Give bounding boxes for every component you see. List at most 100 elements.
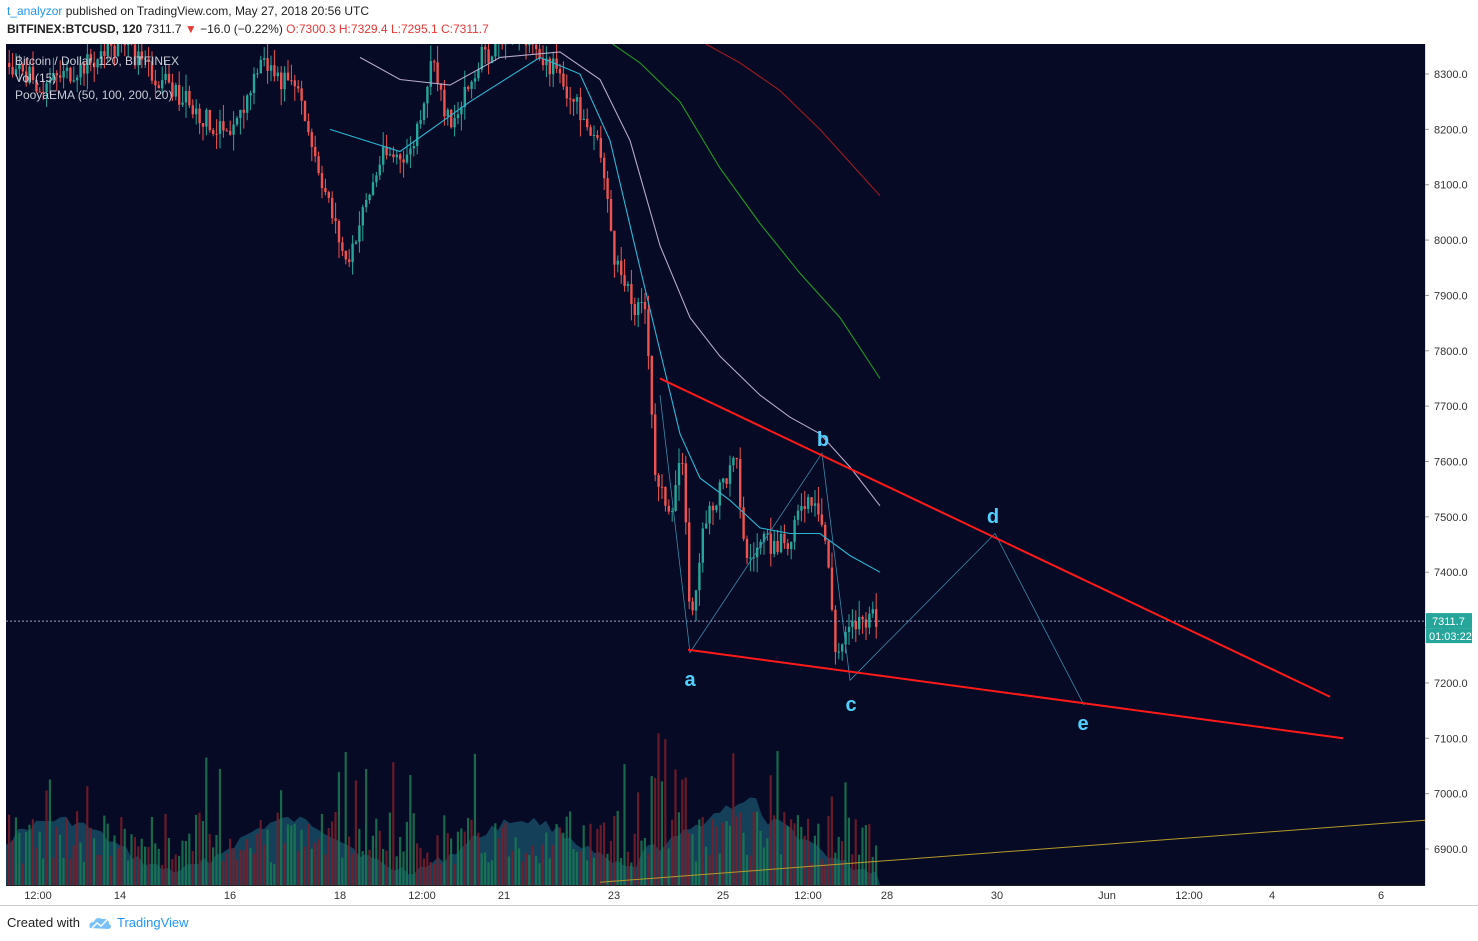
candle-body bbox=[120, 41, 122, 43]
candle-body bbox=[89, 54, 92, 63]
candle-body bbox=[477, 69, 480, 79]
candle-body bbox=[341, 242, 344, 251]
candle-body bbox=[844, 631, 847, 645]
volume-bar bbox=[827, 816, 830, 885]
candle-body bbox=[76, 77, 79, 81]
volume-bar bbox=[640, 840, 643, 885]
symbol-name[interactable]: BITFINEX:BTCUSD, 120 bbox=[7, 22, 143, 36]
price-tick-label: 8300.0 bbox=[1434, 69, 1468, 81]
volume-bar bbox=[735, 816, 738, 885]
candle-body bbox=[212, 130, 215, 134]
volume-bar bbox=[348, 836, 351, 885]
candle-body bbox=[72, 80, 75, 82]
volume-bar bbox=[72, 845, 75, 885]
author-link[interactable]: t_analyzor bbox=[7, 4, 63, 18]
candle-body bbox=[79, 63, 82, 78]
candle-body bbox=[439, 83, 443, 90]
volume-bar bbox=[494, 823, 497, 885]
candle-body bbox=[575, 97, 579, 102]
volume-bar bbox=[144, 846, 147, 885]
volume-bar bbox=[436, 835, 439, 885]
volume-bar bbox=[276, 812, 279, 885]
volume-bar bbox=[603, 822, 606, 885]
volume-bar bbox=[439, 863, 442, 885]
candle-body bbox=[290, 80, 293, 82]
candle-body bbox=[705, 523, 708, 529]
time-tick-label: 12:00 bbox=[794, 890, 822, 902]
candle-body bbox=[643, 301, 647, 310]
ema-20-line bbox=[329, 56, 881, 573]
volume-bar bbox=[375, 818, 378, 885]
volume-bar bbox=[773, 815, 776, 885]
candle-body bbox=[487, 49, 490, 64]
legend-title[interactable]: Bitcoin / Dollar, 120, BITFINEX bbox=[15, 54, 180, 68]
candle-body bbox=[256, 73, 259, 75]
volume-bar bbox=[28, 824, 31, 885]
candle-body bbox=[613, 230, 616, 265]
volume-bar bbox=[358, 828, 361, 885]
volume-bar bbox=[263, 844, 266, 885]
price-tick-label: 7800.0 bbox=[1434, 346, 1468, 358]
candle-body bbox=[443, 89, 446, 117]
candle-body bbox=[586, 118, 589, 128]
candle-body bbox=[834, 609, 837, 653]
candle-body bbox=[820, 514, 823, 525]
legend-ema[interactable]: PooyaEMA (50, 100, 200, 20) bbox=[15, 88, 173, 102]
volume-area bbox=[6, 797, 880, 885]
candle-body bbox=[728, 465, 732, 484]
candle-body bbox=[694, 590, 698, 611]
volume-bar bbox=[256, 833, 259, 885]
candle-body bbox=[21, 63, 24, 72]
chart-canvas[interactable] bbox=[6, 44, 1425, 885]
candle-body bbox=[463, 86, 466, 108]
candle-body bbox=[837, 651, 840, 653]
low-value: L:7295.1 bbox=[390, 22, 438, 36]
candle-body bbox=[827, 540, 830, 568]
legend-volume[interactable]: Vol (15) bbox=[15, 71, 57, 85]
open-value: O:7300.3 bbox=[286, 22, 336, 36]
volume-bar bbox=[167, 838, 170, 885]
candle-body bbox=[147, 58, 150, 62]
volume-bar bbox=[52, 857, 55, 885]
candle-body bbox=[684, 463, 687, 523]
volume-bar bbox=[409, 775, 412, 885]
time-tick-label: 30 bbox=[991, 890, 1003, 902]
volume-bar bbox=[467, 817, 470, 885]
close-value: C:7311.7 bbox=[441, 22, 489, 36]
candle-body bbox=[93, 62, 96, 68]
publish-line: t_analyzor published on TradingView.com,… bbox=[7, 4, 369, 18]
candle-body bbox=[303, 100, 307, 122]
candle-body bbox=[484, 46, 487, 50]
volume-bar bbox=[783, 811, 786, 885]
volume-bar bbox=[514, 837, 517, 885]
candle-body bbox=[14, 69, 18, 75]
volume-bar bbox=[715, 826, 718, 885]
candle-body bbox=[174, 84, 177, 97]
candle-body bbox=[871, 609, 874, 614]
price-axis[interactable] bbox=[1425, 44, 1478, 885]
volume-bar bbox=[89, 827, 92, 885]
candle-body bbox=[198, 108, 201, 124]
volume-bar bbox=[76, 811, 79, 885]
candle-body bbox=[569, 98, 572, 100]
volume-bar bbox=[643, 837, 646, 885]
time-tick-label: 25 bbox=[717, 890, 729, 902]
volume-bar bbox=[504, 822, 507, 885]
time-axis[interactable] bbox=[6, 885, 1425, 906]
tradingview-link[interactable]: TradingView bbox=[117, 915, 189, 930]
candle-body bbox=[178, 84, 181, 105]
candle-body bbox=[521, 24, 523, 27]
candle-body bbox=[310, 132, 313, 147]
candle-body bbox=[498, 34, 500, 42]
volume-bar bbox=[803, 835, 806, 885]
last-price: 7311.7 bbox=[145, 22, 182, 36]
candle-body bbox=[365, 200, 368, 208]
chart-svg: a b c d e 8300.0 8200.0 8100.0 8000.0 7900.0 7800.… bbox=[6, 24, 1472, 902]
time-tick-label: 28 bbox=[881, 890, 893, 902]
volume-bar bbox=[178, 855, 181, 885]
volume-bar bbox=[650, 776, 653, 885]
candle-body bbox=[813, 503, 817, 506]
volume-bar bbox=[487, 862, 490, 885]
candle-body bbox=[515, 27, 517, 41]
candle-body bbox=[222, 121, 225, 131]
